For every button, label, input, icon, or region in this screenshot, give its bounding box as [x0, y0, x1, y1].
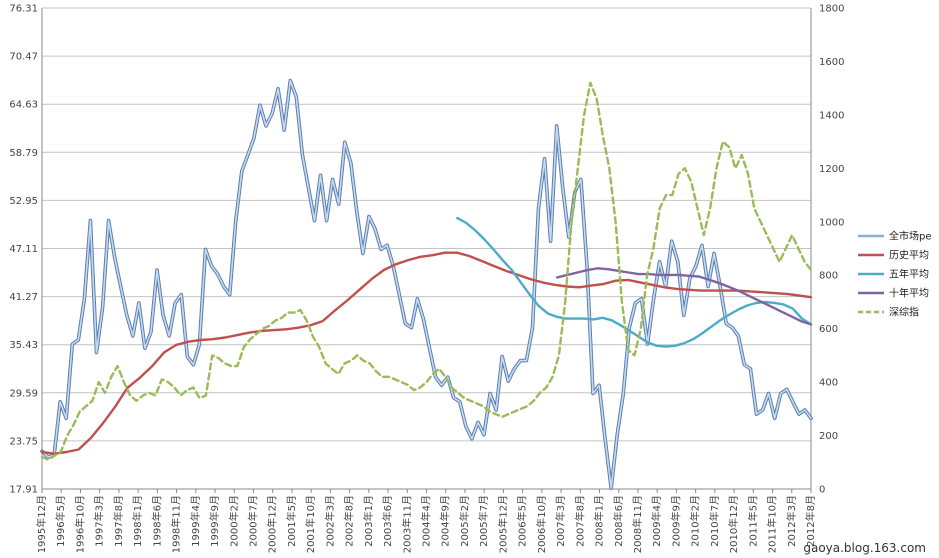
legend-label: 十年平均: [889, 287, 929, 300]
y-tick-label: 29.59: [9, 388, 38, 399]
x-tick-label: 2003年1月: [362, 495, 375, 547]
x-tick-label: 2008年6月: [612, 495, 625, 547]
y-tick-label: 35.43: [9, 340, 38, 351]
legend-label: 五年平均: [889, 268, 929, 281]
y-tick-label: 41.27: [9, 292, 38, 303]
x-tick-label: 2000年12月: [266, 495, 279, 553]
y2-tick-label: 1200: [819, 164, 844, 175]
y-tick-label: 76.31: [9, 4, 38, 15]
x-tick-label: 2003年6月: [381, 495, 394, 547]
x-tick-label: 2001年10月: [304, 495, 317, 553]
x-tick-label: 2006年5月: [516, 495, 529, 547]
x-tick-label: 2011年5月: [746, 495, 759, 547]
x-tick-label: 1998年1月: [131, 495, 144, 547]
x-tick-label: 2007年3月: [554, 495, 567, 547]
x-tick-label: 2003年11月: [400, 495, 413, 553]
x-tick-label: 1999年9月: [208, 495, 221, 547]
x-tick-label: 2010年7月: [708, 495, 721, 547]
x-tick-label: 2004年9月: [439, 495, 452, 547]
y2-tick-label: 200: [819, 431, 838, 442]
legend-label: 深综指: [889, 306, 919, 319]
x-tick-label: 1998年11月: [170, 495, 183, 553]
x-tick-label: 2005年12月: [496, 495, 509, 553]
y2-tick-label: 0: [819, 485, 825, 496]
series-lines: [40, 78, 813, 491]
gridlines: [41, 7, 812, 490]
y-tick-label: 70.47: [9, 52, 38, 63]
x-tick-label: 2010年2月: [689, 495, 702, 547]
series-line-深综指: [40, 81, 813, 461]
x-tick-label: 2004年4月: [420, 495, 433, 547]
x-tick-label: 2011年10月: [766, 495, 779, 553]
x-tick-label: 2010年12月: [727, 495, 740, 553]
left-axis-ticks: 17.91 23.75 29.59 35.43 41.27 47.11 52.95 58.79…: [9, 4, 38, 496]
y-tick-label: 47.11: [9, 244, 38, 255]
x-tick-label: 2001年5月: [285, 495, 298, 547]
y2-tick-label: 1800: [819, 4, 844, 15]
y-tick-label: 17.91: [9, 485, 38, 496]
y-tick-label: 52.95: [9, 196, 38, 207]
x-tick-label: 1995年12月: [35, 495, 48, 553]
x-tick-label: 2006年10月: [535, 495, 548, 553]
y2-tick-label: 800: [819, 271, 838, 282]
x-tick-label: 2002年3月: [323, 495, 336, 547]
x-tick-label: 2005年2月: [458, 495, 471, 547]
y-tick-label: 64.63: [9, 100, 38, 111]
x-tick-label: 2008年11月: [631, 495, 644, 553]
x-tick-label: 2009年9月: [669, 495, 682, 547]
x-tick-label: 1998年6月: [150, 495, 163, 547]
x-tick-label: 1996年10月: [73, 495, 86, 553]
x-tick-label: 2002年8月: [343, 495, 356, 547]
x-tick-label: 1996年5月: [54, 495, 67, 547]
x-tick-label: 1997年3月: [93, 495, 106, 547]
x-tick-label: 2000年7月: [246, 495, 259, 547]
legend-label: 历史平均: [889, 250, 929, 262]
y2-tick-label: 1000: [819, 217, 844, 228]
x-tick-label: 2012年8月: [804, 495, 817, 547]
series-line-全市场pe: [41, 79, 812, 490]
x-tick-label: 2005年7月: [477, 495, 490, 547]
x-tick-label: 2007年8月: [573, 495, 586, 547]
y2-tick-label: 600: [819, 324, 838, 335]
y2-tick-label: 1400: [819, 110, 844, 121]
y-tick-label: 58.79: [9, 148, 38, 159]
watermark: gaoya.blog.163.com: [803, 541, 926, 555]
x-tick-label: 2009年4月: [650, 495, 663, 547]
x-tick-label: 2000年2月: [227, 495, 240, 547]
series-line-十年平均: [556, 267, 813, 326]
series-line-五年平均: [456, 216, 813, 348]
y2-tick-label: 1600: [819, 57, 844, 68]
x-axis-ticks: 1995年12月 1996年5月 1996年10月 1997年3月 1997年8月 199…: [35, 489, 817, 553]
right-axis-ticks: 0 200 400 600 800 1000 1200 1400 1600 1800: [819, 4, 844, 496]
x-tick-label: 1997年8月: [112, 495, 125, 547]
y-tick-label: 23.75: [9, 436, 38, 447]
x-tick-label: 2008年1月: [593, 495, 606, 547]
y2-tick-label: 400: [819, 378, 838, 389]
series-line-历史平均: [40, 251, 813, 455]
x-tick-label: 1999年4月: [189, 495, 202, 547]
series-outline-全市场pe: [40, 78, 813, 491]
x-tick-label: 2012年3月: [785, 495, 798, 547]
legend-label: 全市场pe: [889, 230, 932, 243]
